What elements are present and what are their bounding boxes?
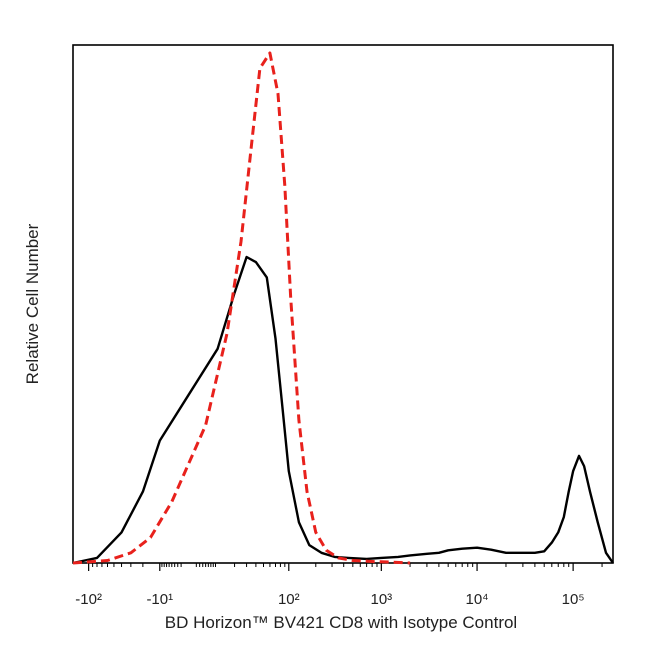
x-axis-title: BD Horizon™ BV421 CD8 with Isotype Contr… — [165, 613, 517, 632]
plot-frame — [72, 44, 614, 564]
x-tick-label: 10³ — [370, 591, 392, 608]
cd8-histogram — [72, 255, 614, 565]
x-axis-tick-labels: -10² -10¹ 10² 10³ 10⁴ 10⁵ — [75, 591, 584, 608]
series-layer — [72, 51, 614, 565]
x-axis-ticks — [88, 563, 603, 571]
x-tick-label: 10⁴ — [465, 591, 488, 608]
x-tick-label: 10² — [278, 591, 300, 608]
x-tick-label: -10² — [75, 591, 102, 608]
x-tick-label: -10¹ — [146, 591, 173, 608]
y-axis-title: Relative Cell Number — [23, 223, 42, 384]
isotype-control-histogram — [72, 51, 411, 565]
x-tick-label: 10⁵ — [562, 591, 585, 608]
